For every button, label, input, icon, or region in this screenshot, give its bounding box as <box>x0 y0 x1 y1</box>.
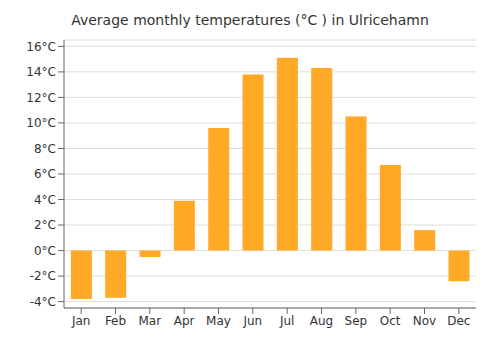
svg-text:Dec: Dec <box>447 314 470 328</box>
svg-text:Mar: Mar <box>139 314 162 328</box>
svg-text:Apr: Apr <box>174 314 195 328</box>
html-text:Average monthly temperatures (: Average monthly temperatures (°C ) in Ul… <box>71 12 429 28</box>
svg-text:16°C: 16°C <box>26 40 56 54</box>
svg-text:Feb: Feb <box>105 314 126 328</box>
svg-text:-4°C: -4°C <box>30 295 56 309</box>
svg-text:Nov: Nov <box>413 314 436 328</box>
svg-text:Sep: Sep <box>345 314 368 328</box>
svg-text:Jan: Jan <box>71 314 91 328</box>
svg-text:May: May <box>206 314 231 328</box>
svg-text:Oct: Oct <box>380 314 401 328</box>
svg-text:8°C: 8°C <box>34 142 56 156</box>
svg-text:Jul: Jul <box>279 314 294 328</box>
svg-text:Jun: Jun <box>242 314 262 328</box>
svg-text:12°C: 12°C <box>26 91 56 105</box>
svg-text:10°C: 10°C <box>26 116 56 130</box>
svg-text:6°C: 6°C <box>34 167 56 181</box>
svg-text:2°C: 2°C <box>34 218 56 232</box>
svg-text:0°C: 0°C <box>34 244 56 258</box>
svg-text:-2°C: -2°C <box>30 269 56 283</box>
svg-text:Aug: Aug <box>310 314 333 328</box>
svg-text:14°C: 14°C <box>26 65 56 79</box>
svg-text:4°C: 4°C <box>34 193 56 207</box>
